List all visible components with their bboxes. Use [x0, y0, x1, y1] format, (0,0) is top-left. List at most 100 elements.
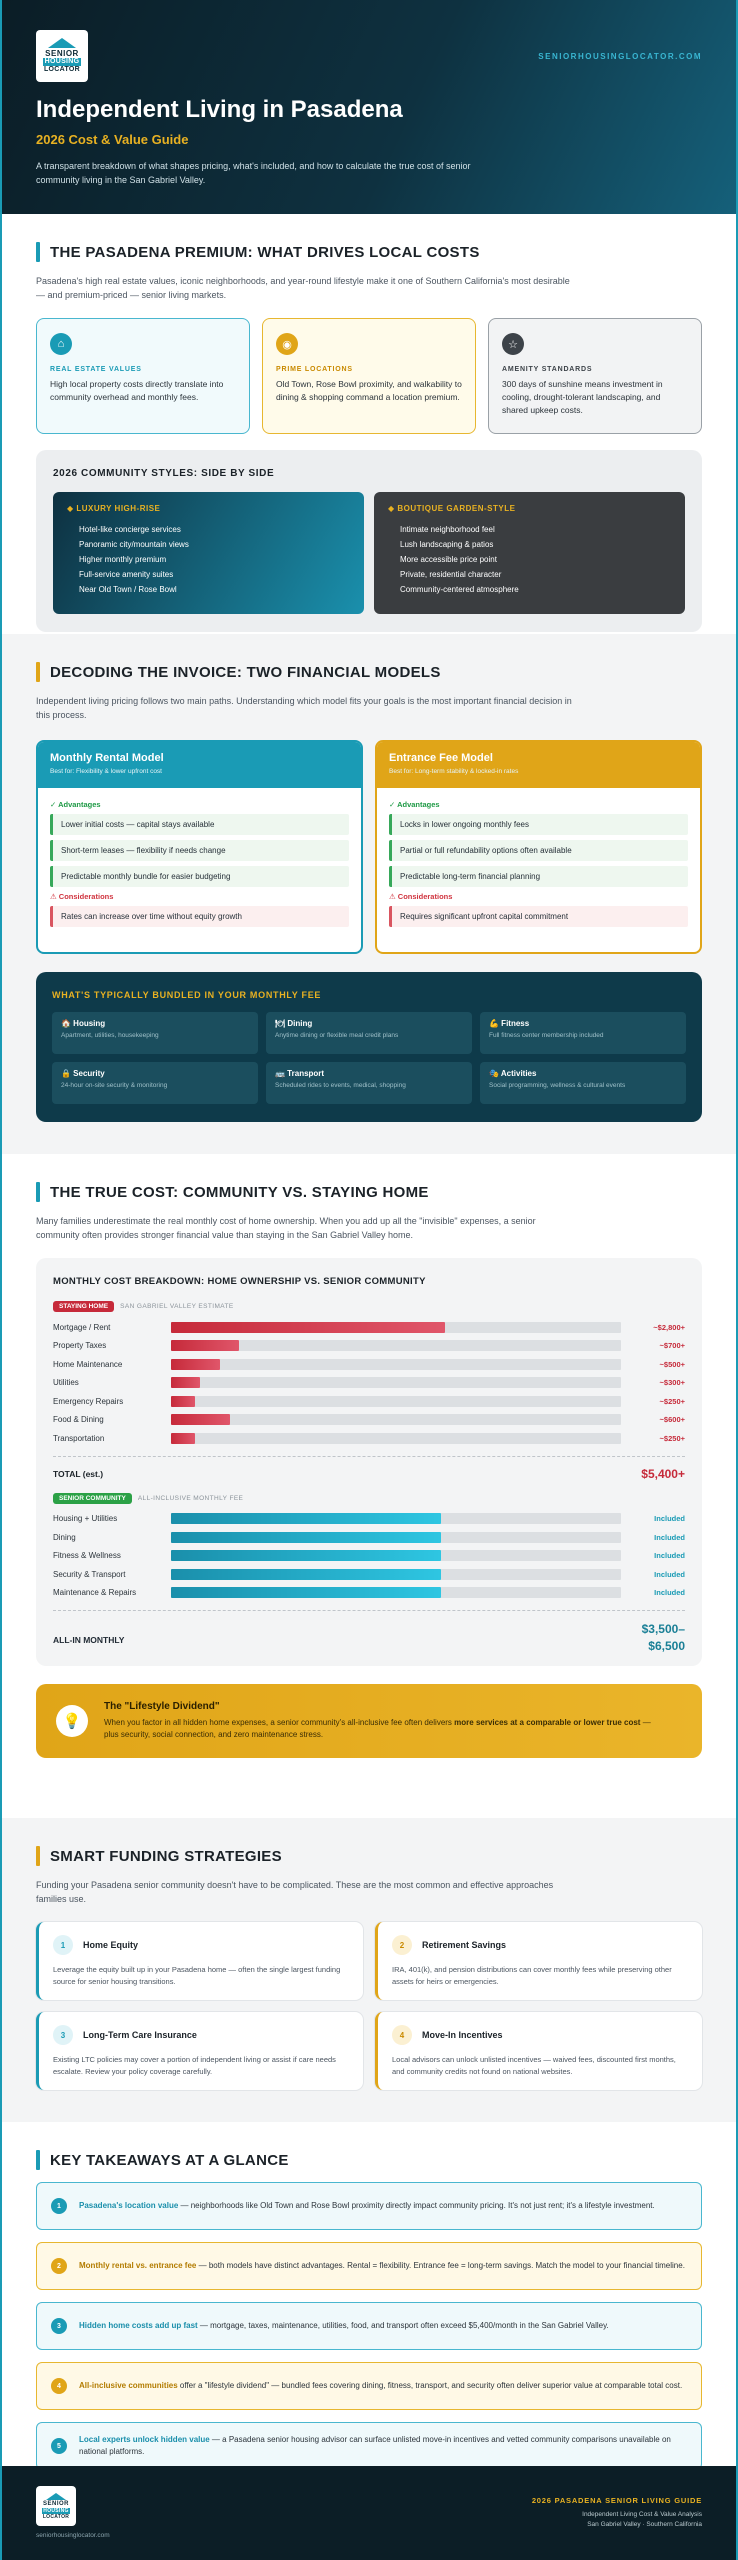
home-note: SAN GABRIEL VALLEY ESTIMATE	[120, 1303, 234, 1310]
chart-category-label: Fitness & Wellness	[53, 1551, 121, 1561]
considerations-label: ⚠ Considerations	[389, 892, 453, 901]
takeaways-section: KEY TAKEAWAYS AT A GLANCE 1 Pasadena's lo…	[2, 2122, 736, 2470]
funding-section: SMART FUNDING STRATEGIES Funding your Pa…	[2, 1818, 736, 2122]
takeaway-item: 4 All-inclusive communities offer a "life…	[36, 2362, 702, 2410]
house-logo-icon	[48, 38, 76, 48]
luxury-feature-item: Higher monthly premium	[79, 555, 167, 564]
takeaway-text: Local experts unlock hidden value — a Pa…	[79, 2434, 687, 2458]
bundle-item-desc: Anytime dining or flexible meal credit p…	[275, 1032, 399, 1039]
takeaway-keyword: Monthly rental vs. entrance fee	[79, 2261, 197, 2270]
funding-card-header: 1 Home Equity	[53, 1935, 349, 1955]
chart-value-label: ~$700+	[659, 1341, 685, 1351]
logo-line1: SENIOR	[45, 49, 79, 58]
monthly-fee-bundle-panel: WHAT'S TYPICALLY BUNDLED IN YOUR MONTHLY…	[36, 972, 702, 1122]
funding-card: 2 Retirement Savings IRA, 401(k), and pens…	[375, 1922, 702, 2000]
bundle-item-title: 🔒 Security	[61, 1069, 105, 1078]
chart-value-label: Included	[654, 1551, 685, 1561]
amenity-standards-card: ☆ AMENITY STANDARDS 300 days of sunshine m…	[488, 318, 702, 434]
entrance-fee-model-card: Entrance Fee Model Best for: Long-term st…	[375, 740, 702, 954]
funding-card-text: IRA, 401(k), and pension distributions c…	[392, 1965, 672, 1986]
takeaway-detail: — a Pasadena senior housing advisor can …	[79, 2435, 671, 2456]
chart-category-label: Food & Dining	[53, 1415, 104, 1425]
logo-line1: SENIOR	[42, 2500, 69, 2507]
chart-bar-row: Maintenance & Repairs Included	[53, 1584, 685, 1603]
model-title: Monthly Rental Model	[50, 752, 164, 764]
takeaway-item: 2 Monthly rental vs. entrance fee — both …	[36, 2242, 702, 2290]
chart-category-label: Property Taxes	[53, 1341, 107, 1351]
heading-accent	[36, 2150, 40, 2170]
chart-bar-track	[171, 1358, 621, 1370]
chart-value-label: ~$2,800+	[653, 1322, 685, 1332]
home-total-row: TOTAL (est.) $5,400+	[53, 1455, 685, 1481]
advantage-item: Lower initial costs — capital stays avai…	[50, 814, 349, 835]
takeaway-keyword: All-inclusive communities	[79, 2381, 178, 2390]
lifestyle-dividend-callout: 💡 The "Lifestyle Dividend" When you fact…	[36, 1684, 702, 1758]
takeaways-list: 1 Pasadena's location value — neighborhoo…	[36, 2182, 702, 2470]
funding-card-title: Home Equity	[83, 1940, 139, 1950]
invoice-lead: Independent living pricing follows two m…	[36, 696, 572, 720]
chart-bar-row: Housing + Utilities Included	[53, 1510, 685, 1529]
footer-analysis-line: Independent Living Cost & Value Analysis	[582, 2511, 702, 2518]
invoice-section: DECODING THE INVOICE: TWO FINANCIAL MODE…	[2, 634, 736, 1154]
chart-bar-track	[171, 1568, 621, 1580]
takeaway-keyword: Local experts unlock hidden value	[79, 2435, 210, 2444]
takeaway-item: 5 Local experts unlock hidden value — a P…	[36, 2422, 702, 2470]
real-estate-card: ⌂ REAL ESTATE VALUES High local property c…	[36, 318, 250, 434]
staying-home-tag: STAYING HOME	[53, 1301, 115, 1312]
advantages-label: ✓ Advantages	[389, 800, 440, 809]
takeaway-number-badge: 2	[51, 2258, 67, 2274]
premium-title: THE PASADENA PREMIUM: WHAT DRIVES LOCAL …	[50, 243, 480, 261]
heading-accent	[36, 1846, 40, 1866]
luxury-feature-item: Panoramic city/mountain views	[79, 540, 189, 549]
chart-value-label: ~$250+	[659, 1396, 685, 1406]
chart-bar	[171, 1568, 441, 1580]
site-url-link[interactable]: SENIORHOUSINGLOCATOR.COM	[538, 52, 702, 61]
luxury-highrise-box: ◆ LUXURY HIGH-RISE Hotel-like concierge s…	[53, 492, 364, 614]
invoice-heading: DECODING THE INVOICE: TWO FINANCIAL MODE…	[36, 662, 702, 682]
dividend-title: The "Lifestyle Dividend"	[104, 1701, 220, 1712]
bundle-item: 🔒 Security 24-hour on-site security & mon…	[52, 1062, 258, 1104]
chart-value-label: ~$250+	[659, 1433, 685, 1443]
boutique-garden-box: ◆ BOUTIQUE GARDEN-STYLE Intimate neighbor…	[374, 492, 685, 614]
chart-bar	[171, 1377, 201, 1389]
senior-community-tag: SENIOR COMMUNITY	[53, 1492, 132, 1504]
advantages-label: ✓ Advantages	[50, 800, 101, 809]
chart-bar-track	[171, 1395, 621, 1407]
funding-heading: SMART FUNDING STRATEGIES	[36, 1846, 702, 1866]
footer-guide-title: 2026 PASADENA SENIOR LIVING GUIDE	[531, 2496, 702, 2505]
chart-bar-row: Fitness & Wellness Included	[53, 1547, 685, 1566]
footer-url-link[interactable]: seniorhousinglocator.com	[36, 2532, 110, 2539]
bundle-item: 🎭 Activities Social programming, wellness…	[480, 1062, 686, 1104]
consideration-item: Requires significant upfront capital com…	[389, 906, 688, 927]
model-subtitle: Best for: Flexibility & lower upfront co…	[50, 768, 162, 775]
chart-category-label: Dining	[53, 1532, 76, 1542]
bundle-item: 🏠 Housing Apartment, utilities, housekeep…	[52, 1012, 258, 1054]
funding-card-title: Move-In Incentives	[422, 2030, 503, 2040]
invoice-title: DECODING THE INVOICE: TWO FINANCIAL MODE…	[50, 663, 441, 681]
chart-bar-row: Security & Transport Included	[53, 1565, 685, 1584]
chart-bar-row: Utilities ~$300+	[53, 1374, 685, 1393]
dividend-bold: more services at a comparable or lower t…	[454, 1718, 641, 1727]
logo-line3: LOCATOR	[42, 2513, 70, 2520]
chart-bar	[171, 1432, 196, 1444]
bundle-item-desc: Apartment, utilities, housekeeping	[61, 1032, 159, 1039]
bundle-item: 💪 Fitness Full fitness center membership …	[480, 1012, 686, 1054]
bundle-item-desc: Social programming, wellness & cultural …	[489, 1082, 626, 1089]
logo-line3: LOCATOR	[43, 66, 81, 73]
page-subtitle: 2026 Cost & Value Guide	[36, 132, 189, 147]
site-logo[interactable]: SENIOR HOUSING LOCATOR	[36, 30, 88, 82]
star-icon: ☆	[502, 333, 524, 355]
footer-logo[interactable]: SENIOR HOUSING LOCATOR	[36, 2486, 76, 2526]
boutique-title: ◆ BOUTIQUE GARDEN-STYLE	[388, 504, 516, 513]
chart-bar-track	[171, 1377, 621, 1389]
card-text: Old Town, Rose Bowl proximity, and walka…	[276, 379, 462, 402]
logo-line2: HOUSING	[42, 2507, 70, 2514]
advantage-item: Partial or full refundability options of…	[389, 840, 688, 861]
chart-category-label: Utilities	[53, 1378, 79, 1388]
chart-category-label: Mortgage / Rent	[53, 1322, 111, 1332]
chart-bar	[171, 1531, 441, 1543]
takeaway-number-badge: 5	[51, 2438, 67, 2454]
true-cost-section: THE TRUE COST: COMMUNITY VS. STAYING HOM…	[2, 1154, 736, 1818]
styles-title: 2026 COMMUNITY STYLES: SIDE BY SIDE	[53, 468, 275, 479]
